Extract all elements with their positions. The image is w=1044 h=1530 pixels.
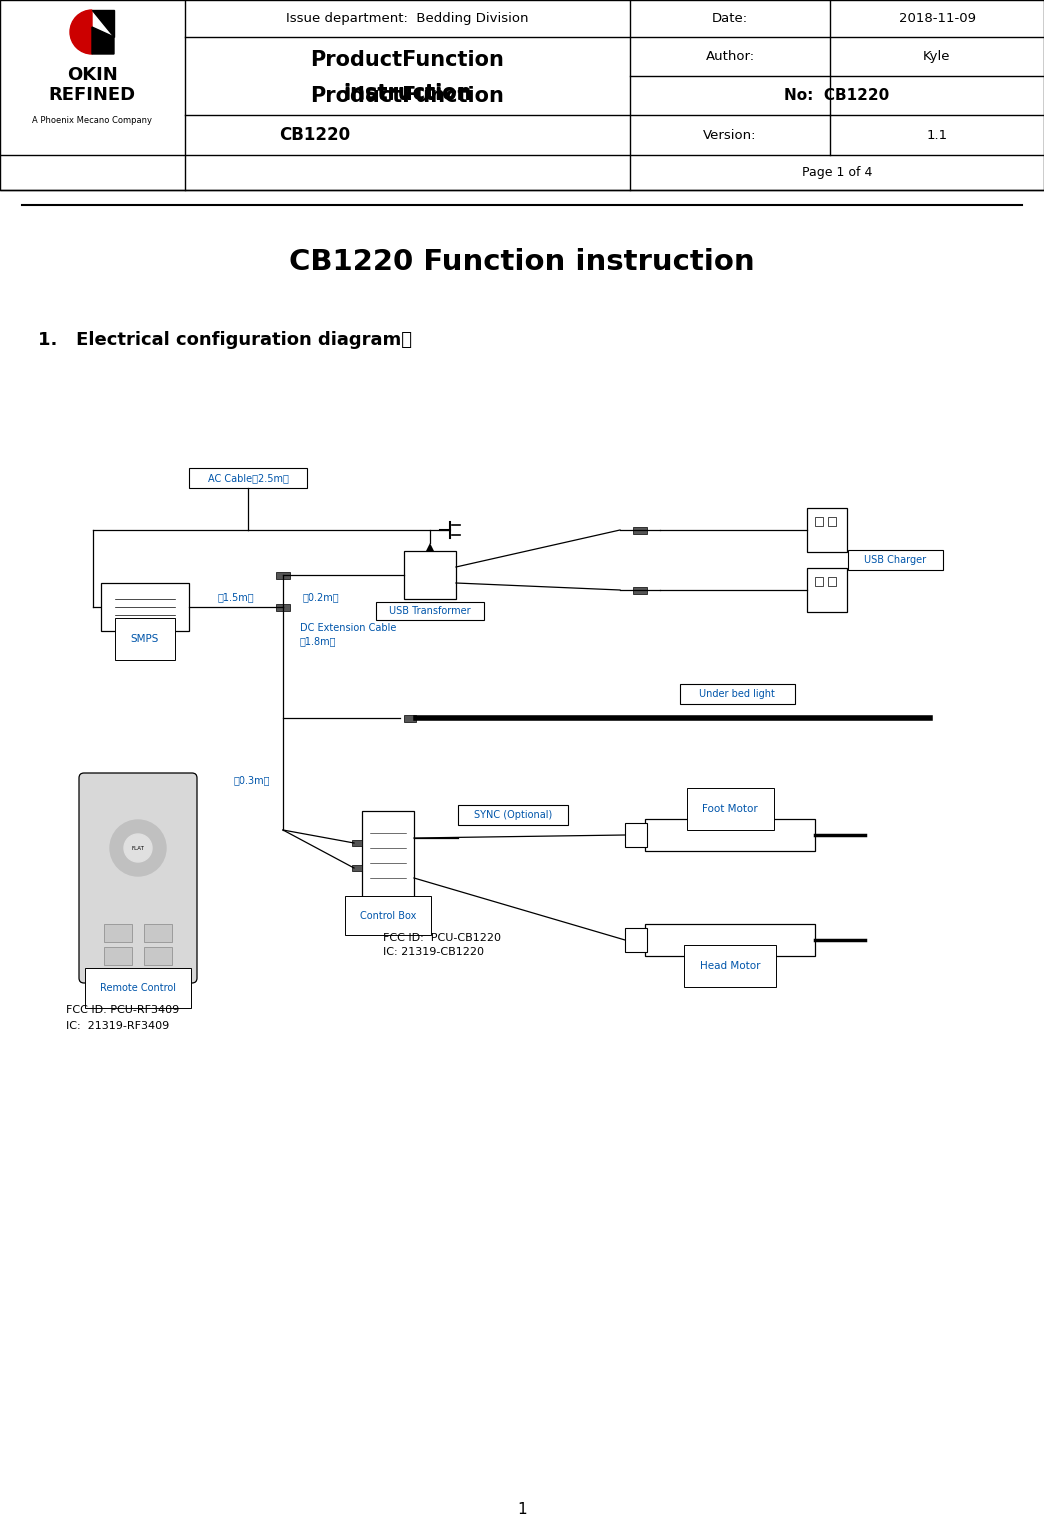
Bar bbox=[815, 577, 823, 586]
Bar bbox=[625, 929, 647, 952]
Bar bbox=[680, 684, 794, 704]
Bar bbox=[645, 819, 815, 851]
Bar bbox=[0, 0, 1044, 190]
Bar bbox=[828, 517, 836, 526]
Text: FLAT: FLAT bbox=[132, 846, 144, 851]
FancyBboxPatch shape bbox=[79, 773, 197, 982]
Bar bbox=[458, 805, 568, 825]
Text: IC: 21319-CB1220: IC: 21319-CB1220 bbox=[383, 947, 484, 956]
Bar bbox=[101, 583, 189, 630]
Wedge shape bbox=[70, 11, 92, 54]
Text: IC:  21319-RF3409: IC: 21319-RF3409 bbox=[66, 1021, 169, 1031]
Bar bbox=[828, 577, 836, 586]
Text: （1.5m）: （1.5m） bbox=[218, 592, 255, 601]
Text: （1.8m）: （1.8m） bbox=[300, 636, 336, 646]
Bar bbox=[276, 603, 290, 610]
Bar bbox=[807, 508, 847, 552]
Text: Under bed light: Under bed light bbox=[699, 688, 775, 699]
Text: 2018-11-09: 2018-11-09 bbox=[899, 12, 975, 24]
Text: （0.3m）: （0.3m） bbox=[234, 776, 270, 785]
Text: 1.1: 1.1 bbox=[926, 129, 948, 141]
Bar bbox=[633, 526, 647, 534]
Bar bbox=[352, 840, 362, 846]
Text: USB Transformer: USB Transformer bbox=[389, 606, 471, 617]
Bar bbox=[276, 572, 290, 578]
Text: Issue department:  Bedding Division: Issue department: Bedding Division bbox=[286, 12, 528, 24]
Text: Page 1 of 4: Page 1 of 4 bbox=[802, 165, 872, 179]
Text: Kyle: Kyle bbox=[923, 50, 951, 63]
Bar bbox=[848, 549, 943, 571]
Text: CB1220: CB1220 bbox=[280, 125, 351, 144]
Text: USB Charger: USB Charger bbox=[864, 555, 926, 565]
Text: Control Box: Control Box bbox=[360, 910, 417, 921]
Text: FCC ID:  PCU-CB1220: FCC ID: PCU-CB1220 bbox=[383, 932, 501, 942]
Bar bbox=[815, 517, 823, 526]
Bar bbox=[189, 468, 307, 488]
Bar bbox=[807, 568, 847, 612]
Bar bbox=[404, 551, 456, 600]
Text: A Phoenix Mecano Company: A Phoenix Mecano Company bbox=[32, 115, 152, 124]
Bar bbox=[144, 947, 172, 965]
Text: Head Motor: Head Motor bbox=[699, 961, 760, 972]
Bar bbox=[404, 715, 416, 722]
Text: 1: 1 bbox=[517, 1502, 527, 1518]
Text: ProductFunction: ProductFunction bbox=[310, 86, 504, 106]
Text: Date:: Date: bbox=[712, 12, 749, 24]
Polygon shape bbox=[92, 11, 114, 37]
Text: instruction: instruction bbox=[343, 84, 472, 104]
Text: instruction: instruction bbox=[343, 83, 472, 103]
Bar bbox=[645, 924, 815, 956]
Text: Remote Control: Remote Control bbox=[100, 982, 176, 993]
Text: DC Extension Cable: DC Extension Cable bbox=[300, 623, 397, 633]
Circle shape bbox=[124, 834, 152, 861]
Text: CB1220 Function instruction: CB1220 Function instruction bbox=[289, 248, 755, 275]
Text: FCC ID: PCU-RF3409: FCC ID: PCU-RF3409 bbox=[66, 1005, 180, 1014]
Text: SMPS: SMPS bbox=[130, 633, 159, 644]
Bar bbox=[633, 586, 647, 594]
Bar bbox=[376, 601, 484, 620]
Text: Foot Motor: Foot Motor bbox=[703, 803, 758, 814]
Polygon shape bbox=[92, 28, 114, 54]
Text: OKIN: OKIN bbox=[67, 66, 117, 84]
Text: SYNC (Optional): SYNC (Optional) bbox=[474, 809, 552, 820]
Text: AC Cable（2.5m）: AC Cable（2.5m） bbox=[208, 473, 288, 483]
Bar bbox=[104, 924, 132, 942]
Bar bbox=[144, 924, 172, 942]
Text: No:  CB1220: No: CB1220 bbox=[784, 89, 889, 103]
Bar bbox=[625, 823, 647, 848]
Bar bbox=[104, 947, 132, 965]
Circle shape bbox=[110, 820, 166, 877]
Text: Author:: Author: bbox=[706, 50, 755, 63]
Bar bbox=[352, 864, 362, 871]
Text: Version:: Version: bbox=[704, 129, 757, 141]
Bar bbox=[362, 811, 414, 906]
Text: REFINED: REFINED bbox=[48, 86, 136, 104]
Text: ProductFunction: ProductFunction bbox=[310, 50, 504, 70]
Text: 1.   Electrical configuration diagram：: 1. Electrical configuration diagram： bbox=[38, 330, 412, 349]
Polygon shape bbox=[426, 543, 434, 551]
Text: （0.2m）: （0.2m） bbox=[303, 592, 339, 601]
